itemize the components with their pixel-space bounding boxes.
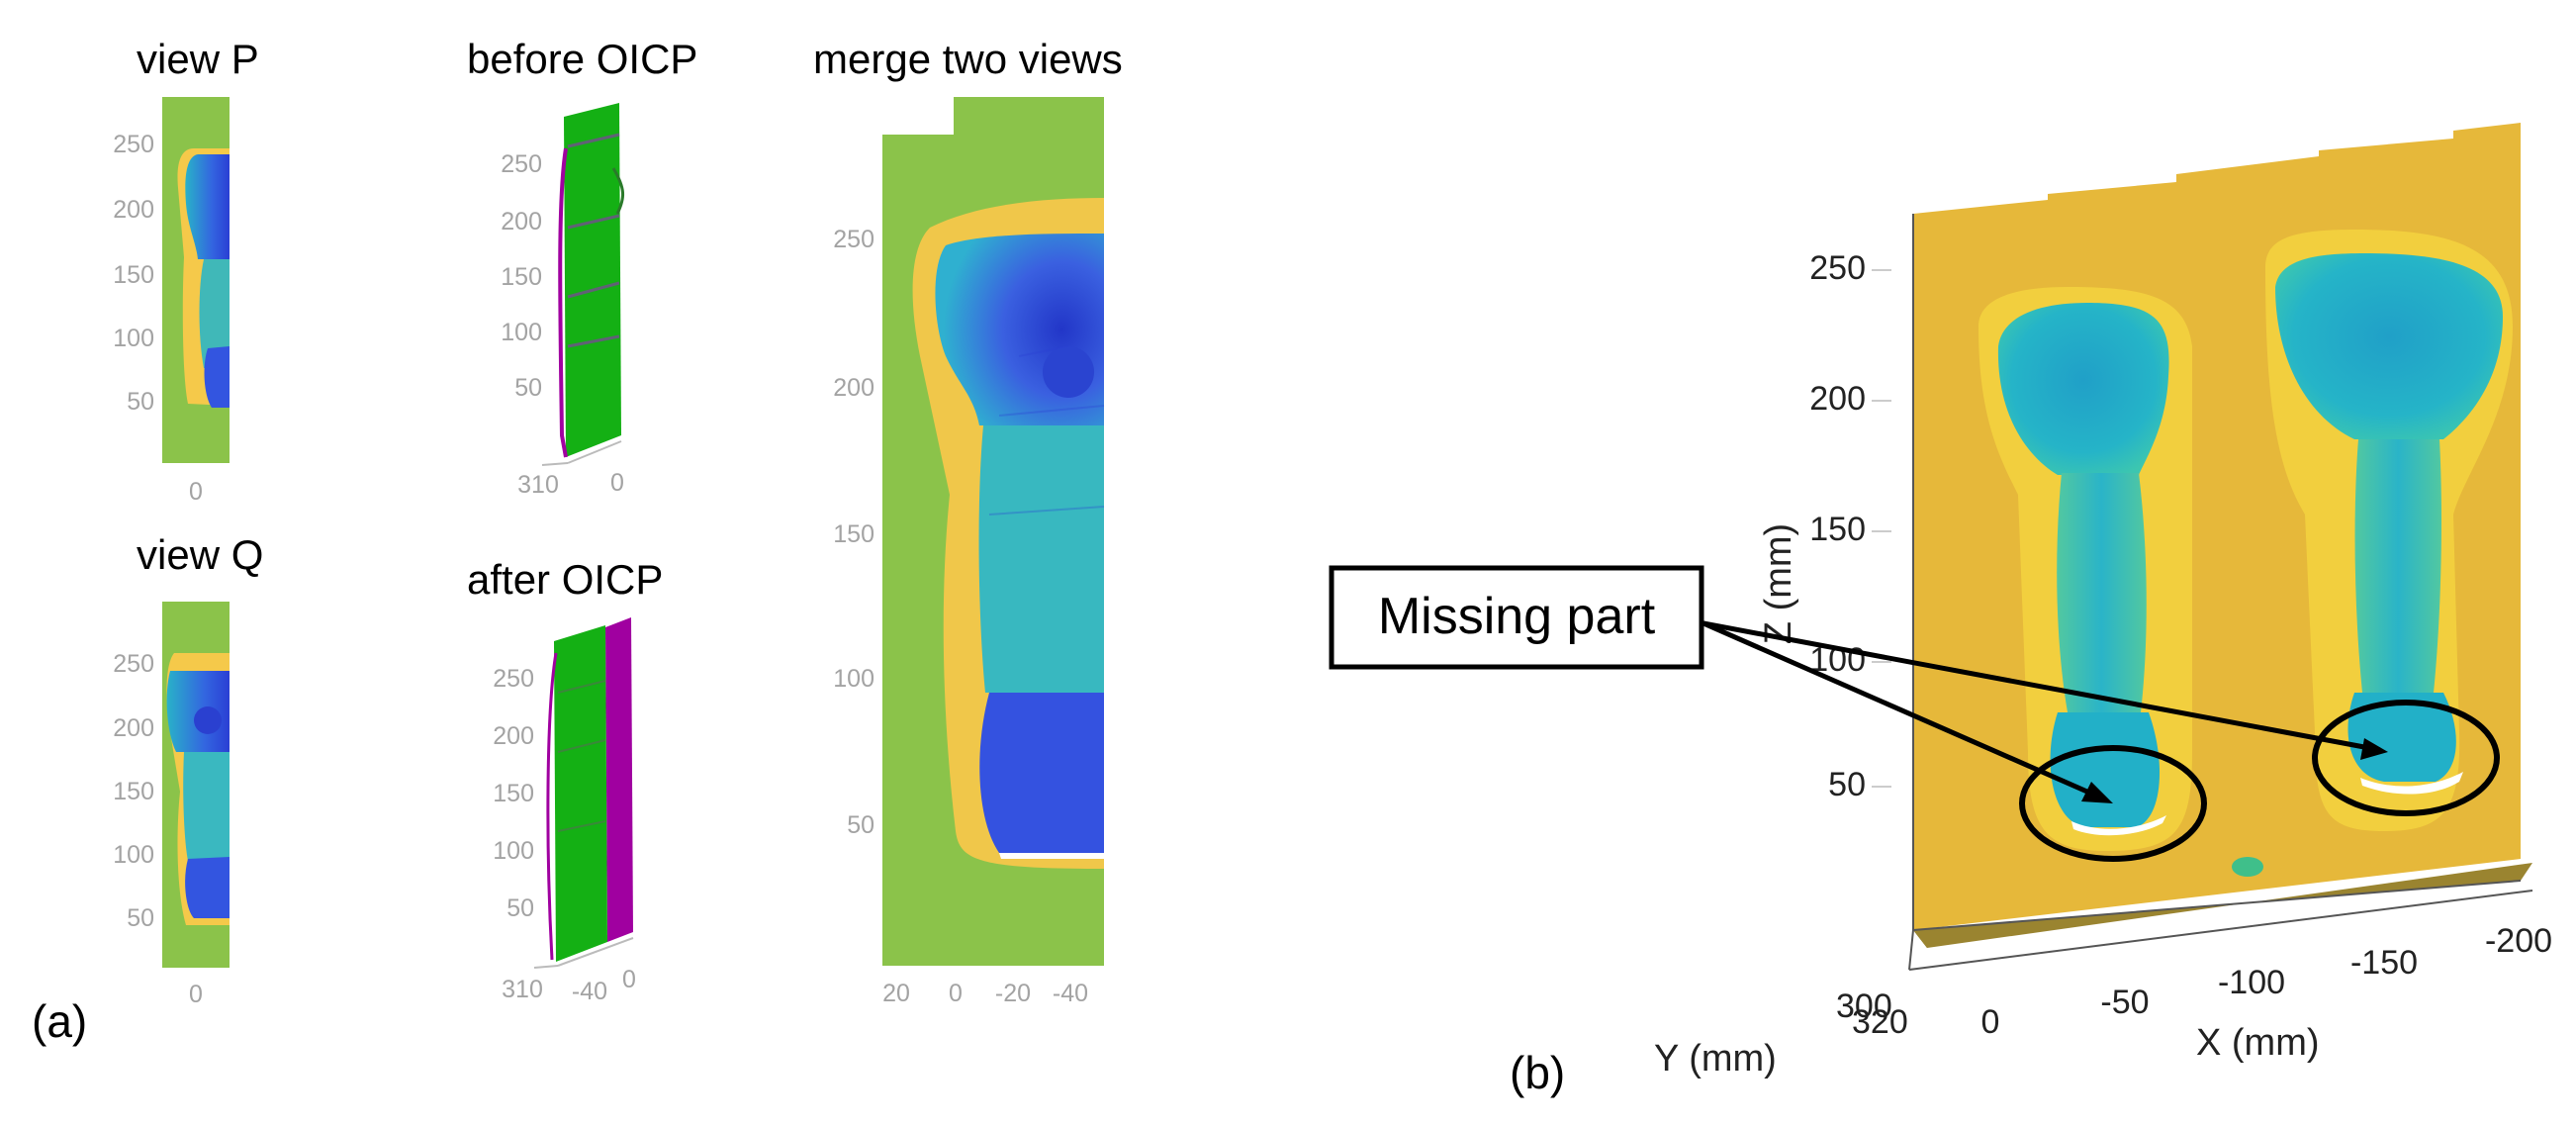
before-oicp-title: before OICP bbox=[467, 36, 697, 82]
y-tick-label: 250 bbox=[1809, 249, 1866, 287]
y-tick-label: 200 bbox=[113, 714, 154, 742]
y-tick-label: 100 bbox=[113, 325, 154, 352]
y-tick-label: 250 bbox=[501, 150, 542, 178]
y-tick-label: 150 bbox=[833, 520, 874, 548]
x-tick-label: -40 bbox=[1053, 980, 1088, 1007]
view-p-surface bbox=[162, 97, 230, 463]
y-tick-label: 200 bbox=[1809, 380, 1866, 418]
merge-surface bbox=[882, 97, 1105, 966]
y-tick-label: 250 bbox=[113, 131, 154, 158]
after-x-tick-1: -40 bbox=[572, 978, 607, 1005]
before-x-tick-1: 0 bbox=[610, 469, 624, 497]
y-tick-300: 300 bbox=[1836, 987, 1892, 1025]
view-q-surface bbox=[162, 602, 230, 968]
y-tick-label: 100 bbox=[833, 665, 874, 693]
callout-box bbox=[1329, 565, 1704, 670]
y-tick-label: 50 bbox=[1828, 766, 1866, 803]
view-p-x-tick: 0 bbox=[189, 478, 203, 506]
x-tick-label: 0 bbox=[949, 980, 963, 1007]
after-oicp-point-clouds bbox=[546, 617, 633, 962]
view-p-subplot: view P 250 200 150 100 50 0 bbox=[113, 36, 258, 506]
y-tick-label: 100 bbox=[501, 319, 542, 346]
x-tick-label: -50 bbox=[2100, 984, 2149, 1021]
y-tick-label: 100 bbox=[113, 841, 154, 869]
callout-arrow-right bbox=[1702, 620, 2381, 753]
y-tick-label: 250 bbox=[493, 665, 534, 693]
after-oicp-subplot: after OICP 250 200 150 100 50 310 -40 0 bbox=[467, 556, 663, 1005]
before-oicp-point-clouds bbox=[558, 103, 624, 458]
view-q-title: view Q bbox=[137, 531, 263, 578]
panel-b-x-ticks: 0 -50 -100 -150 -200 bbox=[1981, 922, 2552, 1041]
y-tick-label: 250 bbox=[833, 226, 874, 253]
panel-b-surface bbox=[1913, 123, 2532, 948]
y-tick-label: 250 bbox=[113, 650, 154, 678]
y-tick-label: 50 bbox=[847, 811, 874, 839]
before-oicp-subplot: before OICP 250 200 150 100 50 310 0 bbox=[467, 36, 697, 499]
view-q-y-ticks: 250 200 150 100 50 bbox=[113, 650, 154, 932]
y-tick-label: 150 bbox=[113, 778, 154, 805]
y-tick-label: 50 bbox=[506, 894, 534, 922]
y-tick-label: 50 bbox=[127, 388, 154, 416]
panel-a-label: (a) bbox=[32, 995, 87, 1047]
view-q-subplot: view Q 250 200 150 100 50 0 bbox=[113, 531, 263, 1008]
y-tick-320: 320 bbox=[1852, 1003, 1908, 1041]
after-oicp-title: after OICP bbox=[467, 556, 663, 603]
before-x-tick-0: 310 bbox=[517, 471, 559, 499]
callout-text: Missing part bbox=[1378, 588, 1656, 645]
after-x-tick-2: 0 bbox=[622, 966, 636, 993]
y-tick-label: 200 bbox=[493, 722, 534, 750]
y-tick-label: 50 bbox=[514, 374, 542, 402]
y-axis-label: Y (mm) bbox=[1654, 1038, 1777, 1080]
x-tick-label: -200 bbox=[2485, 922, 2552, 960]
after-x-tick-0: 310 bbox=[502, 976, 543, 1003]
x-tick-label: 0 bbox=[1981, 1003, 2000, 1041]
merge-y-ticks: 250 200 150 100 50 bbox=[833, 226, 874, 839]
x-tick-label: 20 bbox=[882, 980, 910, 1007]
after-oicp-y-ticks: 250 200 150 100 50 bbox=[493, 665, 534, 922]
view-q-x-tick: 0 bbox=[189, 981, 203, 1008]
y-tick-label: 200 bbox=[113, 196, 154, 224]
before-oicp-y-ticks: 250 200 150 100 50 bbox=[501, 150, 542, 402]
merge-x-ticks: 20 0 -20 -40 bbox=[882, 980, 1088, 1007]
x-axis-label: X (mm) bbox=[2196, 1022, 2320, 1064]
y-tick-label: 150 bbox=[1809, 511, 1866, 548]
x-tick-label: -100 bbox=[2218, 964, 2285, 1001]
x-tick-label: -20 bbox=[995, 980, 1031, 1007]
y-tick-label: 50 bbox=[127, 904, 154, 932]
panel-b-label: (b) bbox=[1510, 1047, 1565, 1098]
merge-title: merge two views bbox=[813, 36, 1123, 82]
panel-b-axes bbox=[1908, 214, 2533, 971]
x-tick-label: -150 bbox=[2350, 944, 2418, 982]
y-tick-label: 200 bbox=[833, 374, 874, 402]
y-tick-label: 150 bbox=[493, 780, 534, 807]
missing-part-circle-right bbox=[2312, 700, 2500, 816]
view-p-title: view P bbox=[137, 36, 259, 82]
y-tick-label: 150 bbox=[501, 263, 542, 291]
missing-part-circle-left bbox=[2019, 745, 2207, 862]
y-tick-label: 200 bbox=[501, 208, 542, 235]
missing-part-callout: Missing part bbox=[1329, 565, 2500, 862]
y-tick-label: 100 bbox=[493, 837, 534, 865]
y-tick-label: 150 bbox=[113, 261, 154, 289]
z-axis-label: Z (mm) bbox=[1758, 523, 1799, 644]
view-p-y-ticks: 250 200 150 100 50 bbox=[113, 131, 154, 416]
